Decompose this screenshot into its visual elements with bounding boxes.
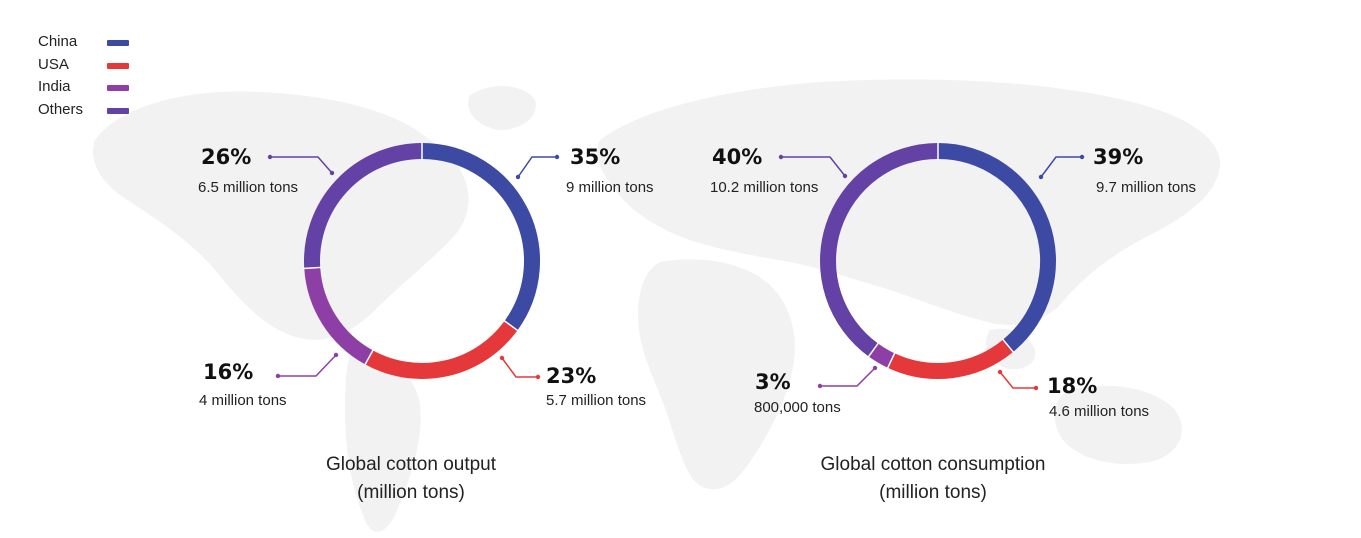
legend-swatch (107, 85, 129, 92)
consumption-china-percent: 39% (1093, 145, 1144, 169)
consumption-leader-china (1040, 156, 1082, 178)
output-usa-percent: 23% (546, 364, 597, 388)
output-leader-china (517, 156, 557, 178)
output-leader-dot (515, 174, 521, 180)
consumption-slice-separator (886, 352, 896, 369)
consumption-usa-percent: 18% (1047, 374, 1098, 398)
consumption-leader-others (781, 156, 846, 177)
output-china-amount: 9 million tons (566, 179, 654, 196)
output-leader-dot (499, 355, 505, 361)
output-slice-usa (365, 320, 518, 379)
consumption-leader-dot (817, 383, 823, 389)
output-slice-separator (303, 266, 322, 270)
output-india-amount: 4 million tons (199, 392, 287, 409)
output-slice-china (421, 143, 540, 331)
consumption-leader-dot (1079, 154, 1085, 160)
output-leader-india (278, 354, 337, 377)
consumption-slice-usa (887, 339, 1014, 379)
output-leader-others (270, 156, 333, 174)
consumption-slice-china (937, 143, 1056, 352)
legend-item-india: India (38, 76, 148, 99)
output-others-percent: 26% (201, 145, 252, 169)
legend-item-china: China (38, 31, 148, 54)
output-leader-dot (554, 154, 560, 160)
consumption-leader-dot (1033, 385, 1039, 391)
legend-label: India (38, 78, 71, 96)
output-slice-separator (503, 319, 519, 332)
output-usa-amount: 5.7 million tons (546, 392, 647, 409)
consumption-chart-title: Global cotton consumption (million tons) (820, 454, 1046, 503)
output-others-amount: 6.5 million tons (198, 179, 299, 196)
consumption-leader-usa (999, 371, 1036, 389)
output-leader-dot (267, 154, 273, 160)
output-india-percent: 16% (203, 360, 254, 384)
consumption-leader-dot (1038, 174, 1044, 180)
output-leader-dot (333, 352, 339, 358)
output-leader-usa (501, 357, 538, 378)
legend-swatch (107, 107, 129, 114)
consumption-slice-india (868, 343, 895, 368)
legend-swatch (107, 40, 129, 46)
legend-label: USA (38, 55, 69, 73)
legend-item-others: Others (38, 99, 148, 122)
output-chart-title: Global cotton output (million tons) (325, 454, 497, 503)
consumption-leader-dot (997, 369, 1003, 375)
consumption-india-amount: 800,000 tons (754, 399, 841, 416)
legend-label: Others (38, 100, 84, 118)
output-china-percent: 35% (570, 145, 621, 169)
consumption-leader-dot (842, 173, 848, 179)
output-leader-dot (535, 374, 541, 380)
output-slice-others (304, 143, 423, 269)
consumption-others-percent: 40% (712, 145, 763, 169)
output-leader-dot (329, 170, 335, 176)
output-leader-dot (275, 373, 281, 379)
legend-item-usa: USA (38, 54, 148, 77)
consumption-slice-separator (1001, 338, 1015, 354)
legend-swatch (107, 62, 129, 69)
consumption-others-amount: 10.2 million tons (710, 179, 819, 196)
consumption-leader-india (820, 367, 876, 387)
legend-label: China (38, 33, 78, 50)
consumption-india-percent: 3% (755, 370, 791, 394)
consumption-usa-amount: 4.6 million tons (1049, 403, 1150, 420)
output-slice-separator (364, 349, 375, 366)
output-slice-india (304, 267, 374, 365)
consumption-china-amount: 9.7 million tons (1096, 179, 1197, 196)
legend: China USA India Others (38, 31, 148, 121)
consumption-leader-dot (872, 365, 878, 371)
consumption-slice-separator (867, 342, 880, 358)
consumption-leader-dot (778, 154, 784, 160)
consumption-slice-others (820, 143, 939, 357)
